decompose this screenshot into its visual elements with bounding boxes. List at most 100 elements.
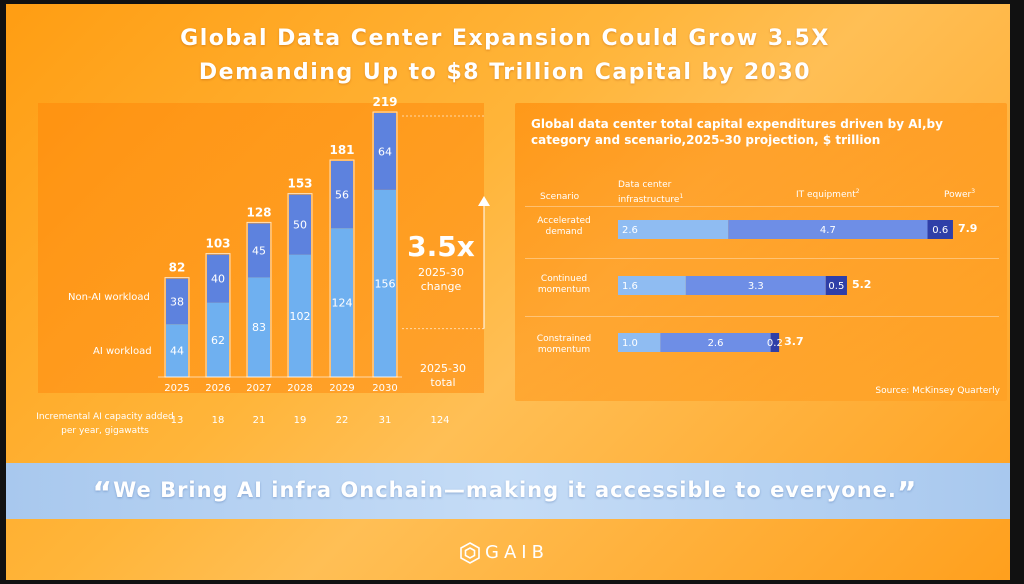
header-it-equipment: IT equipment2 [796,188,860,200]
x-tick-2027: 2027 [246,383,271,394]
quote-banner [6,463,1010,519]
x-tick-2030: 2030 [372,383,397,394]
hbar-1-row-2 [660,333,771,352]
bar-ai-2025 [166,324,188,377]
bar-ai-2028 [289,254,311,377]
capacity-value-2030: 31 [378,415,392,426]
bar-non-ai-2029 [331,161,353,229]
frame-right [1010,0,1024,584]
bar-label-ai-2028: 102 [290,310,311,323]
divider-3 [525,316,999,317]
bar-label-ai-2027: 83 [252,321,266,334]
hbar-label-2-row-2: 0.2 [767,338,783,349]
header-infrastructure-note: 1 [679,193,684,200]
bar-total-2028: 153 [287,177,312,191]
bar-label-non-ai-2025: 38 [170,295,184,308]
scenario-accelerated: Accelerated demand [537,216,591,237]
hbar-label-1-row-0: 4.7 [820,225,836,236]
hbar-2-row-2 [770,333,780,352]
hbar-1-row-0 [728,220,928,239]
change-arrow-head [478,196,490,206]
header-power-note: 3 [971,188,976,195]
scenario-constrained: Constrained momentum [536,334,592,355]
capacity-value-2027: 21 [252,415,266,426]
bar-total-2027: 128 [246,205,271,219]
capacity-value-total: 124 [430,415,450,426]
hbar-1-row-1 [685,276,826,295]
bar-non-ai-2025 [166,278,188,325]
bar-non-ai-2030 [374,113,396,190]
bar-label-ai-2026: 62 [211,334,225,347]
total-column-label: 2025-30 total [420,362,466,389]
header-infrastructure: Data center infrastructure1 [618,180,684,205]
hbar-label-0-row-2: 1.0 [622,338,638,349]
header-scenario: Scenario [540,192,580,202]
hbar-label-2-row-1: 0.5 [828,281,844,292]
change-value: 3.5x [407,230,475,263]
capacity-value-2026: 18 [211,415,225,426]
bar-total-2026: 103 [205,237,230,251]
bar-ai-2027 [248,277,270,377]
bar-non-ai-2026 [207,254,229,303]
quote: “We Bring AI infra Onchain—making it acc… [0,476,1010,511]
scenario-continued: Continued momentum [537,274,591,295]
hbar-0-row-0 [618,220,729,239]
bar-label-ai-2030: 156 [375,277,396,290]
bar-label-non-ai-2029: 56 [335,189,349,202]
bar-label-non-ai-2028: 50 [293,219,307,232]
frame-left [0,0,6,584]
change-label: 2025-30 change [418,266,464,293]
bar-label-non-ai-2026: 40 [211,273,225,286]
bar-label-ai-2029: 124 [332,297,353,310]
capacity-value-2028: 19 [293,415,307,426]
hbar-label-0-row-0: 2.6 [622,225,638,236]
title-line-2: Demanding Up to $8 Trillion Capital by 2… [198,60,812,85]
chart-source: Source: McKinsey Quarterly [875,386,1000,396]
x-tick-2029: 2029 [329,383,354,394]
hbar-total-row-2: 3.7 [784,335,804,348]
hbar-label-1-row-2: 2.6 [708,338,724,349]
legend-ai-workload: AI workload [93,346,152,357]
frame-top [0,0,1024,4]
bar-ai-2029 [331,228,353,377]
x-tick-2028: 2028 [287,383,312,394]
x-tick-2026: 2026 [205,383,230,394]
bar-non-ai-2028 [289,194,311,255]
hbar-total-row-0: 7.9 [957,222,978,235]
hbar-label-0-row-1: 1.6 [622,281,638,292]
capacity-value-2025: 13 [170,415,184,426]
quote-close-mark: ” [896,476,918,511]
logo-text: GAIB [485,542,549,563]
right-chart-title: Global data center total capital expendi… [531,117,943,147]
bar-non-ai-2027 [248,223,270,278]
quote-open-mark: “ [92,476,114,511]
hbar-0-row-1 [618,276,686,295]
bar-ai-2030 [374,189,396,377]
bar-ai-2026 [207,302,229,377]
page-title: Global Data Center Expansion Could Grow … [0,22,1010,90]
header-it-equipment-note: 2 [855,188,860,195]
frame-bottom [0,580,1024,584]
x-tick-2025: 2025 [164,383,189,394]
gaib-logo-icon [460,542,480,564]
divider-2 [525,258,999,259]
title-line-1: Global Data Center Expansion Could Grow … [180,26,830,51]
hbar-2-row-1 [825,276,847,295]
bar-label-non-ai-2030: 64 [378,145,392,158]
bar-label-ai-2025: 44 [170,345,184,358]
hbar-label-2-row-0: 0.6 [932,225,948,236]
bar-total-2025: 82 [169,261,186,275]
bar-total-2030: 219 [372,95,397,109]
bar-total-2029: 181 [329,143,354,157]
hbar-0-row-2 [618,333,661,352]
hbar-2-row-0 [927,220,953,239]
header-power: Power3 [944,188,976,200]
hbar-label-1-row-1: 3.3 [748,281,764,292]
hbar-total-row-1: 5.2 [851,278,872,291]
bar-label-non-ai-2027: 45 [252,244,266,257]
legend-non-ai-workload: Non-AI workload [68,292,150,303]
quote-text: We Bring AI infra Onchain—making it acce… [113,478,897,502]
capacity-label: Incremental AI capacity added per year, … [36,412,174,436]
capacity-value-2029: 22 [335,415,349,426]
